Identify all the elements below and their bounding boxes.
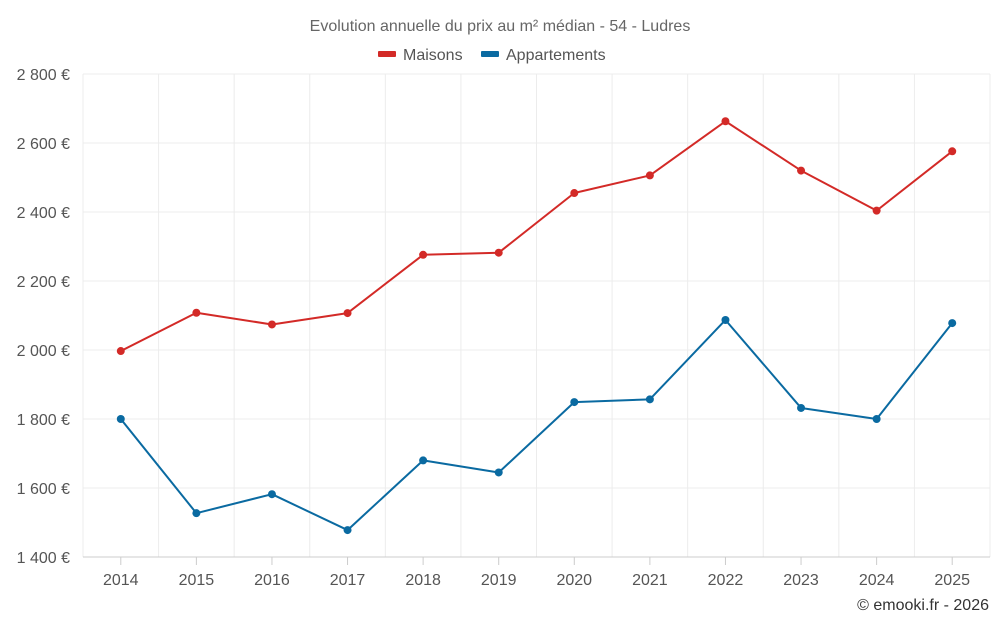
x-tick-label: 2023 [783, 572, 819, 589]
legend-label-maisons: Maisons [403, 47, 463, 64]
data-point-appartements[interactable] [343, 526, 352, 535]
x-tick-label: 2025 [934, 572, 970, 589]
data-point-maisons[interactable] [116, 347, 125, 356]
x-tick-label: 2022 [708, 572, 744, 589]
data-point-maisons[interactable] [192, 308, 201, 317]
data-point-appartements[interactable] [645, 395, 654, 404]
data-point-maisons[interactable] [494, 248, 503, 257]
data-point-maisons[interactable] [267, 320, 276, 329]
data-point-maisons[interactable] [948, 147, 957, 156]
data-point-appartements[interactable] [116, 415, 125, 423]
y-tick-label: 2 200 € [17, 274, 70, 291]
legend-label-appartements: Appartements [506, 47, 606, 64]
y-tick-label: 1 800 € [17, 412, 70, 429]
data-point-appartements[interactable] [494, 468, 503, 477]
x-tick-label: 2019 [481, 572, 517, 589]
data-point-maisons[interactable] [343, 309, 352, 318]
data-point-appartements[interactable] [192, 509, 201, 518]
x-tick-label: 2014 [103, 572, 139, 589]
data-point-maisons[interactable] [645, 171, 654, 180]
x-tick-label: 2020 [556, 572, 592, 589]
x-tick-label: 2021 [632, 572, 668, 589]
data-point-appartements[interactable] [419, 456, 428, 465]
data-point-maisons[interactable] [721, 117, 730, 126]
x-tick-label: 2017 [330, 572, 366, 589]
x-tick-label: 2015 [179, 572, 215, 589]
legend-swatch-maisons [378, 51, 396, 57]
data-point-appartements[interactable] [570, 398, 579, 407]
legend-swatch-appartements [481, 51, 499, 57]
data-point-appartements[interactable] [872, 415, 881, 423]
legend: Maisons Appartements [378, 47, 606, 64]
data-point-maisons[interactable] [797, 166, 806, 175]
x-tick-label: 2018 [405, 572, 441, 589]
chart-title: Evolution annuelle du prix au m² médian … [310, 18, 691, 35]
x-axis: 2014 2015 2016 2017 2018 2019 2020 2021 2022 2023… [83, 556, 990, 589]
x-tick-label: 2016 [254, 572, 290, 589]
data-point-appartements[interactable] [948, 319, 957, 328]
x-tick-label: 2024 [859, 572, 895, 589]
credit-text: © emooki.fr - 2026 [857, 597, 989, 614]
legend-item-appartements[interactable]: Appartements [481, 47, 606, 64]
series [116, 117, 957, 535]
series-line-appartements [120, 318, 953, 532]
data-point-maisons[interactable] [419, 250, 428, 259]
y-tick-label: 1 400 € [17, 550, 70, 567]
data-point-maisons[interactable] [570, 189, 579, 198]
legend-item-maisons[interactable]: Maisons [378, 47, 463, 64]
data-point-appartements[interactable] [267, 490, 276, 499]
y-tick-label: 2 400 € [17, 205, 70, 222]
data-point-appartements[interactable] [721, 315, 730, 324]
data-point-appartements[interactable] [797, 403, 806, 412]
y-tick-label: 2 000 € [17, 343, 70, 360]
series-line-maisons [120, 120, 953, 352]
y-tick-label: 2 800 € [17, 67, 70, 84]
grid [82, 73, 991, 558]
y-tick-label: 2 600 € [17, 136, 70, 153]
y-tick-label: 1 600 € [17, 481, 70, 498]
data-point-maisons[interactable] [872, 206, 881, 215]
y-axis: 1 400 € 1 600 € 1 800 € 2 000 € 2 200 € 2 400… [17, 67, 70, 567]
